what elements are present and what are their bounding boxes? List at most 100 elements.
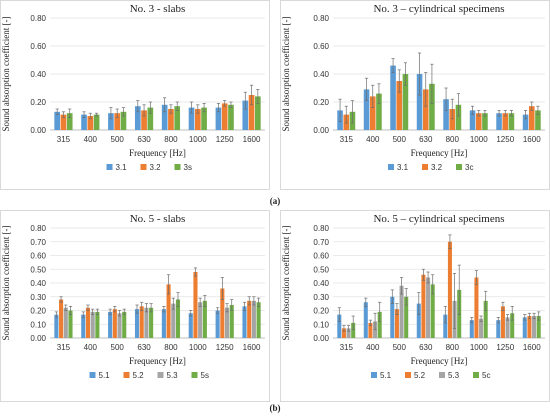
chart3-bar bbox=[202, 300, 207, 338]
chart3-legend-swatch bbox=[157, 372, 164, 378]
chart1-ylabel: Sound absorption coefficient [-] bbox=[1, 16, 11, 131]
chart4-bar bbox=[394, 309, 399, 338]
chart1-legend-label: 3s bbox=[184, 163, 192, 172]
chart4-legend-swatch bbox=[405, 372, 411, 378]
chart2-bar bbox=[535, 110, 541, 130]
chart3-legend-label: 5.2 bbox=[133, 371, 145, 380]
chart3-ytick-label: 0.30 bbox=[30, 293, 46, 302]
chart2-legend-label: 3.2 bbox=[431, 163, 443, 172]
chart1-xtick-label: 630 bbox=[137, 135, 151, 144]
chart4-ytick-label: 0.70 bbox=[313, 238, 329, 247]
chart3-legend-label: 5s bbox=[201, 371, 209, 380]
chart4-legend-label: 5.3 bbox=[448, 371, 460, 380]
chart4-xtick-label: 1000 bbox=[470, 343, 488, 352]
chart1-xlabel: Frequency [Hz] bbox=[129, 148, 186, 158]
chart4-ytick-label: 0.00 bbox=[313, 334, 329, 343]
chart1-xtick-label: 500 bbox=[111, 135, 125, 144]
chart2-xtick-label: 1250 bbox=[496, 135, 514, 144]
chart4-bar bbox=[522, 317, 527, 338]
chart4-xtick-label: 315 bbox=[340, 343, 354, 352]
chart2-ytick-label: 0.60 bbox=[313, 42, 329, 51]
chart1-bar bbox=[221, 103, 228, 130]
chart4-bar bbox=[351, 322, 356, 338]
chart1-bar bbox=[54, 111, 61, 130]
chart4-bar bbox=[390, 296, 395, 338]
chart2-xtick-label: 500 bbox=[393, 135, 407, 144]
chart3-xtick-label: 500 bbox=[111, 343, 125, 352]
chart3-ytick-label: 0.20 bbox=[30, 307, 46, 316]
chart3-bar bbox=[85, 307, 91, 338]
chart4-bar bbox=[510, 313, 515, 338]
chart2-xtick-label: 800 bbox=[446, 135, 460, 144]
chart4-bar bbox=[430, 284, 435, 338]
chart4-xtick-label: 400 bbox=[366, 343, 380, 352]
chart3-bar bbox=[144, 307, 149, 338]
chart4-legend-label: 5.2 bbox=[414, 371, 426, 380]
chart3-xtick-label: 800 bbox=[164, 343, 178, 352]
chart3-bar bbox=[175, 299, 181, 338]
chart4-bar bbox=[341, 328, 346, 338]
chart3-bar bbox=[90, 311, 95, 338]
chart3-bar bbox=[247, 300, 252, 338]
chart1-xtick-label: 800 bbox=[164, 135, 178, 144]
chart1-bar bbox=[93, 114, 100, 130]
chart2-legend-swatch bbox=[388, 164, 394, 170]
chart1-bar bbox=[108, 113, 114, 130]
chart3-bar bbox=[198, 302, 203, 338]
chart4-legend-swatch bbox=[439, 372, 445, 378]
chart2-bar bbox=[528, 106, 535, 130]
chart1-bar bbox=[147, 107, 154, 130]
chart1-bar bbox=[81, 114, 87, 130]
chart1-ytick-label: 0.40 bbox=[30, 70, 46, 79]
chart3-bar bbox=[68, 310, 73, 338]
chart2-bar bbox=[416, 74, 423, 130]
chart2-bar bbox=[390, 65, 396, 130]
chart2-legend-swatch bbox=[456, 164, 462, 170]
chart1-legend-swatch bbox=[106, 164, 113, 170]
chart4-bar bbox=[363, 302, 368, 338]
chart4-xtick-label: 1600 bbox=[523, 343, 541, 352]
chart2-bar bbox=[469, 110, 476, 130]
chart4-bar bbox=[527, 316, 532, 338]
chart2-bar bbox=[402, 74, 409, 130]
chart3-bar bbox=[215, 310, 220, 338]
chart4-bar bbox=[346, 328, 351, 338]
chart3-ytick-label: 0.10 bbox=[30, 320, 46, 329]
chart4-bar bbox=[337, 314, 342, 338]
chart4-title: No. 5 – cylindrical specimens bbox=[373, 213, 504, 225]
chart4-bar bbox=[536, 316, 541, 338]
chart3-bar bbox=[63, 307, 68, 338]
chart3-xtick-label: 1250 bbox=[216, 343, 234, 352]
chart3-bar bbox=[81, 314, 86, 338]
chart3-xtick-label: 1600 bbox=[243, 343, 261, 352]
chart2-bar bbox=[363, 89, 370, 130]
chart3-xtick-label: 400 bbox=[84, 343, 98, 352]
chart2-legend-label: 3.1 bbox=[397, 163, 409, 172]
chart4-xlabel: Frequency [Hz] bbox=[411, 356, 468, 366]
chart4-bar bbox=[421, 274, 426, 338]
chart2-ylabel: Sound absorption coefficient [-] bbox=[281, 16, 291, 131]
chart4-ytick-label: 0.40 bbox=[313, 279, 329, 288]
chart1-bar bbox=[168, 109, 174, 130]
chart3-bar bbox=[166, 284, 171, 338]
chart1-bar bbox=[242, 100, 249, 130]
chart1-legend-label: 3.2 bbox=[150, 163, 162, 172]
chart1-bar bbox=[134, 106, 141, 130]
chart4-bar bbox=[404, 296, 409, 338]
chart1-ytick-label: 0.60 bbox=[30, 42, 46, 51]
chart2-bar bbox=[482, 113, 488, 130]
chart3-bar bbox=[149, 307, 154, 338]
chart2-ytick-label: 0.20 bbox=[313, 98, 329, 107]
chart4-bar bbox=[416, 303, 421, 338]
chart4-bar bbox=[500, 306, 505, 338]
chart1-bar bbox=[174, 106, 181, 130]
chart3-bar bbox=[108, 311, 113, 338]
chart2-ytick-label: 0.80 bbox=[313, 14, 329, 23]
chart2-bar bbox=[475, 113, 482, 130]
chart4-bar bbox=[399, 285, 404, 338]
chart1-bar bbox=[228, 104, 234, 130]
chart4-bar bbox=[447, 241, 452, 338]
chart1-bar bbox=[161, 104, 168, 130]
chart4-bar bbox=[426, 277, 431, 338]
chart4-legend-label: 5.1 bbox=[380, 371, 392, 380]
